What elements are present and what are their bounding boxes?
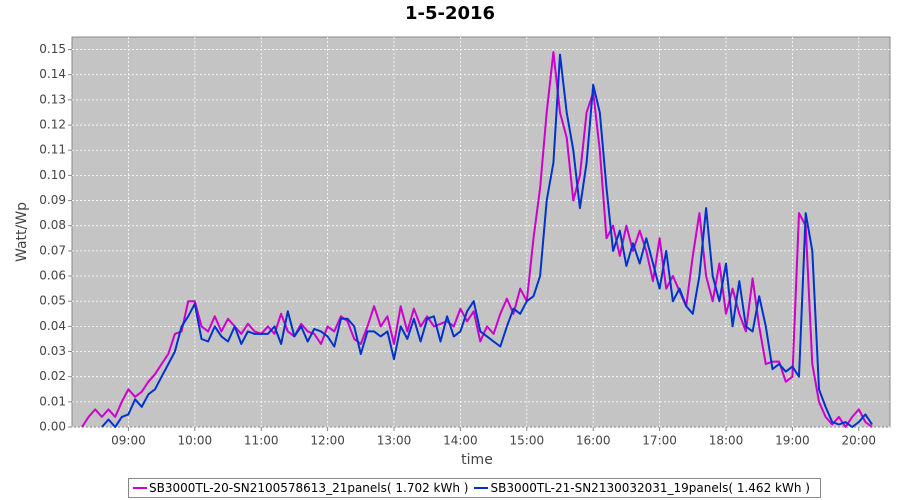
y-tick-label: 0.04 xyxy=(39,319,66,333)
y-tick-label: 0.08 xyxy=(39,218,66,232)
legend-item: SB3000TL-20-SN2100578613_21panels( 1.702… xyxy=(133,481,468,495)
legend-label: SB3000TL-21-SN2130032031_19panels( 1.462… xyxy=(490,481,810,495)
y-tick-label: 0.11 xyxy=(39,143,66,157)
legend-swatch xyxy=(133,487,147,489)
y-tick-label: 0.01 xyxy=(39,394,66,408)
y-tick-label: 0.07 xyxy=(39,243,66,257)
x-tick-label: 11:00 xyxy=(244,434,279,448)
y-tick-label: 0.10 xyxy=(39,168,66,182)
chart: 1-5-2016 time Watt/Wp 0.00 0.01 0.02 0.03 0.… xyxy=(14,3,891,468)
x-tick-label: 09:00 xyxy=(111,434,146,448)
x-tick-label: 18:00 xyxy=(709,434,744,448)
x-tick-label: 13:00 xyxy=(377,434,412,448)
legend: SB3000TL-20-SN2100578613_21panels( 1.702… xyxy=(128,478,821,498)
x-axis-label: time xyxy=(461,452,493,468)
x-tick-label: 17:00 xyxy=(642,434,677,448)
y-tick-label: 0.09 xyxy=(39,193,66,207)
y-tick-label: 0.00 xyxy=(39,420,66,434)
series-line xyxy=(81,51,873,428)
x-tick-label: 12:00 xyxy=(310,434,345,448)
series-line xyxy=(101,53,873,428)
y-axis-label: Watt/Wp xyxy=(14,202,30,262)
plot-area xyxy=(71,36,891,428)
y-tick-label: 0.12 xyxy=(39,118,66,132)
legend-label: SB3000TL-20-SN2100578613_21panels( 1.702… xyxy=(149,481,469,495)
x-tick-label: 14:00 xyxy=(443,434,478,448)
chart-title: 1-5-2016 xyxy=(405,3,495,24)
legend-item: SB3000TL-21-SN2130032031_19panels( 1.462… xyxy=(474,481,810,495)
y-tick-label: 0.05 xyxy=(39,294,66,308)
y-tick-label: 0.15 xyxy=(39,42,66,56)
y-tick-label: 0.02 xyxy=(39,369,66,383)
y-tick-label: 0.06 xyxy=(39,269,66,283)
y-tick-label: 0.13 xyxy=(39,92,66,106)
x-tick-label: 19:00 xyxy=(775,434,810,448)
x-tick-label: 16:00 xyxy=(576,434,611,448)
legend-swatch xyxy=(474,487,489,489)
x-tick-label: 20:00 xyxy=(841,434,876,448)
y-tick-label: 0.14 xyxy=(39,67,66,81)
x-tick-label: 15:00 xyxy=(510,434,545,448)
x-tick-label: 10:00 xyxy=(178,434,213,448)
y-tick-label: 0.03 xyxy=(39,344,66,358)
